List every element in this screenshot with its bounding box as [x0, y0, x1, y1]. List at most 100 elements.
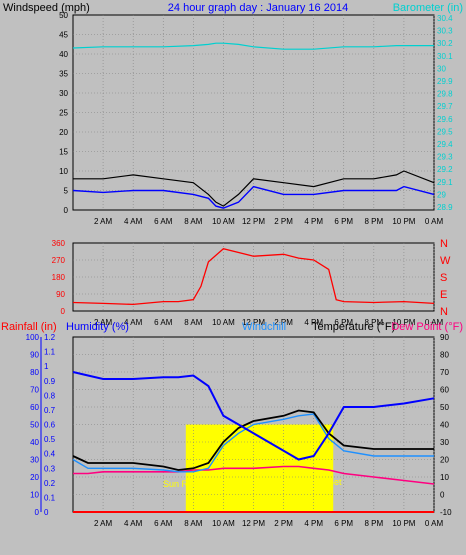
temperature-tick-label: 10 [440, 473, 449, 482]
barometer-tick-label: 29.5 [437, 127, 453, 136]
x-tick-label: 4 AM [124, 318, 143, 327]
direction-x-ticks: 2 AM 4 AM 6 AM 8 AM 10 AM 12 PM 2 PM 4 PM 6 PM 8 … [94, 318, 443, 327]
humidity-y-ticks: 0 10 20 30 40 50 60 70 80 90 100 [26, 333, 40, 517]
sunrise-label: Sun Rise [163, 479, 200, 489]
windspeed-axis-title: Windspeed (mph) [3, 2, 90, 14]
x-tick-label: 4 PM [304, 318, 323, 327]
windspeed-tick-label: 0 [64, 206, 69, 215]
direction-tick-label: 360 [52, 239, 66, 248]
x-tick-label: 0 AM [425, 217, 444, 226]
barometer-tick-label: 29.8 [437, 90, 453, 99]
barometer-tick-label: 30.3 [437, 27, 453, 36]
barometer-line [72, 42, 434, 50]
windspeed-tick-label: 25 [59, 109, 68, 118]
windchill-title: Windchill [242, 321, 286, 333]
rainfall-tick-label: 0 [44, 508, 49, 517]
windspeed-tick-label: 30 [59, 89, 68, 98]
x-tick-label: 2 AM [94, 318, 113, 327]
x-tick-label: 10 PM [392, 217, 415, 226]
direction-tick-label: 180 [52, 273, 66, 282]
barometer-tick-label: 29.3 [437, 153, 453, 162]
rainfall-y-ticks: 0 0.1 0.2 0.3 0.4 0.5 0.6 0.7 0.8 0.9 1 1.1 1.2 [44, 333, 56, 517]
rainfall-tick-label: 0.6 [44, 421, 56, 430]
barometer-tick-label: 29.9 [437, 77, 453, 86]
compass-label: N [440, 306, 448, 318]
humidity-tick-label: 90 [30, 351, 39, 360]
temperature-x-ticks: 2 AM 4 AM 6 AM 8 AM 10 AM 12 PM 2 PM 4 PM 6 PM 8 … [94, 519, 443, 528]
x-tick-label: 6 AM [154, 217, 173, 226]
rainfall-tick-label: 0.4 [44, 450, 56, 459]
barometer-tick-label: 30 [437, 64, 446, 73]
temperature-tick-label: 50 [440, 403, 449, 412]
wind-barometer-panel: Windspeed (mph) 24 hour graph day : Janu… [3, 2, 463, 226]
temperature-tick-label: -10 [440, 508, 452, 517]
rainfall-axis-title: Rainfall (in) [1, 321, 57, 333]
x-tick-label: 0 AM [425, 318, 444, 327]
windspeed-tick-label: 35 [59, 70, 68, 79]
rainfall-tick-label: 0.5 [44, 435, 56, 444]
windspeed-tick-label: 15 [59, 148, 68, 157]
x-tick-label: 4 PM [304, 519, 323, 528]
compass-label: S [440, 272, 447, 284]
compass-label: N [440, 238, 448, 250]
x-tick-label: 2 PM [274, 318, 293, 327]
x-tick-label: 8 AM [184, 318, 203, 327]
rainfall-tick-label: 0.7 [44, 406, 56, 415]
windspeed-tick-label: 45 [59, 31, 68, 40]
humidity-tick-label: 30 [30, 456, 39, 465]
rainfall-tick-label: 0.1 [44, 493, 56, 502]
x-tick-label: 8 AM [184, 217, 203, 226]
wind-direction-line [72, 247, 435, 306]
humidity-tick-label: 40 [30, 438, 39, 447]
x-tick-label: 12 PM [242, 519, 265, 528]
x-tick-label: 4 AM [124, 217, 143, 226]
humidity-tick-label: 100 [26, 333, 40, 342]
chart-title: 24 hour graph day : January 16 2014 [168, 2, 348, 14]
x-tick-label: 8 PM [364, 519, 383, 528]
rainfall-tick-label: 0.9 [44, 377, 56, 386]
gust-line [73, 170, 435, 207]
barometer-tick-label: 28.9 [437, 203, 453, 212]
x-tick-label: 10 AM [212, 217, 235, 226]
direction-tick-label: 270 [52, 256, 66, 265]
x-tick-label: 6 PM [334, 519, 353, 528]
windspeed-tick-label: 50 [59, 11, 68, 20]
x-tick-label: 8 PM [364, 217, 383, 226]
barometer-axis-title: Barometer (in) [393, 2, 463, 14]
temperature-tick-label: 30 [440, 438, 449, 447]
dewpoint-line [73, 465, 435, 485]
temperature-tick-label: 70 [440, 368, 449, 377]
barometer-y-ticks: 30.4 30.3 30.2 30.1 30 29.9 29.8 29.7 29.6 29.5 29… [437, 14, 453, 212]
temperature-tick-label: 90 [440, 333, 449, 342]
wind-x-ticks: 2 AM 4 AM 6 AM 8 AM 10 AM 12 PM 2 PM 4 PM 6 PM 8 … [94, 217, 443, 226]
x-tick-label: 2 AM [94, 519, 113, 528]
temperature-axis-title: Temperature (°F) [312, 321, 395, 333]
direction-tick-label: 90 [56, 290, 65, 299]
direction-gridlines [73, 243, 435, 311]
x-tick-label: 6 PM [334, 217, 353, 226]
rainfall-tick-label: 0.8 [44, 391, 56, 400]
windspeed-tick-label: 40 [59, 50, 68, 59]
barometer-tick-label: 29 [437, 190, 446, 199]
humidity-line [72, 371, 435, 461]
barometer-tick-label: 30.4 [437, 14, 453, 23]
x-tick-label: 2 PM [274, 519, 293, 528]
x-tick-label: 6 AM [154, 519, 173, 528]
barometer-tick-label: 29.6 [437, 115, 453, 124]
temperature-line [72, 409, 434, 471]
barometer-tick-label: 29.7 [437, 102, 453, 111]
humidity-tick-label: 20 [30, 473, 39, 482]
wind-series [72, 42, 435, 209]
direction-tick-label: 0 [61, 307, 66, 316]
x-tick-label: 10 PM [392, 519, 415, 528]
windspeed-tick-label: 10 [59, 167, 68, 176]
rainfall-tick-label: 0.3 [44, 464, 56, 473]
x-tick-label: 10 AM [212, 318, 235, 327]
windspeed-line [72, 185, 435, 209]
direction-y-ticks: 0 90 180 270 360 [52, 239, 66, 316]
windspeed-tick-label: 20 [59, 128, 68, 137]
x-tick-label: 12 PM [242, 318, 265, 327]
